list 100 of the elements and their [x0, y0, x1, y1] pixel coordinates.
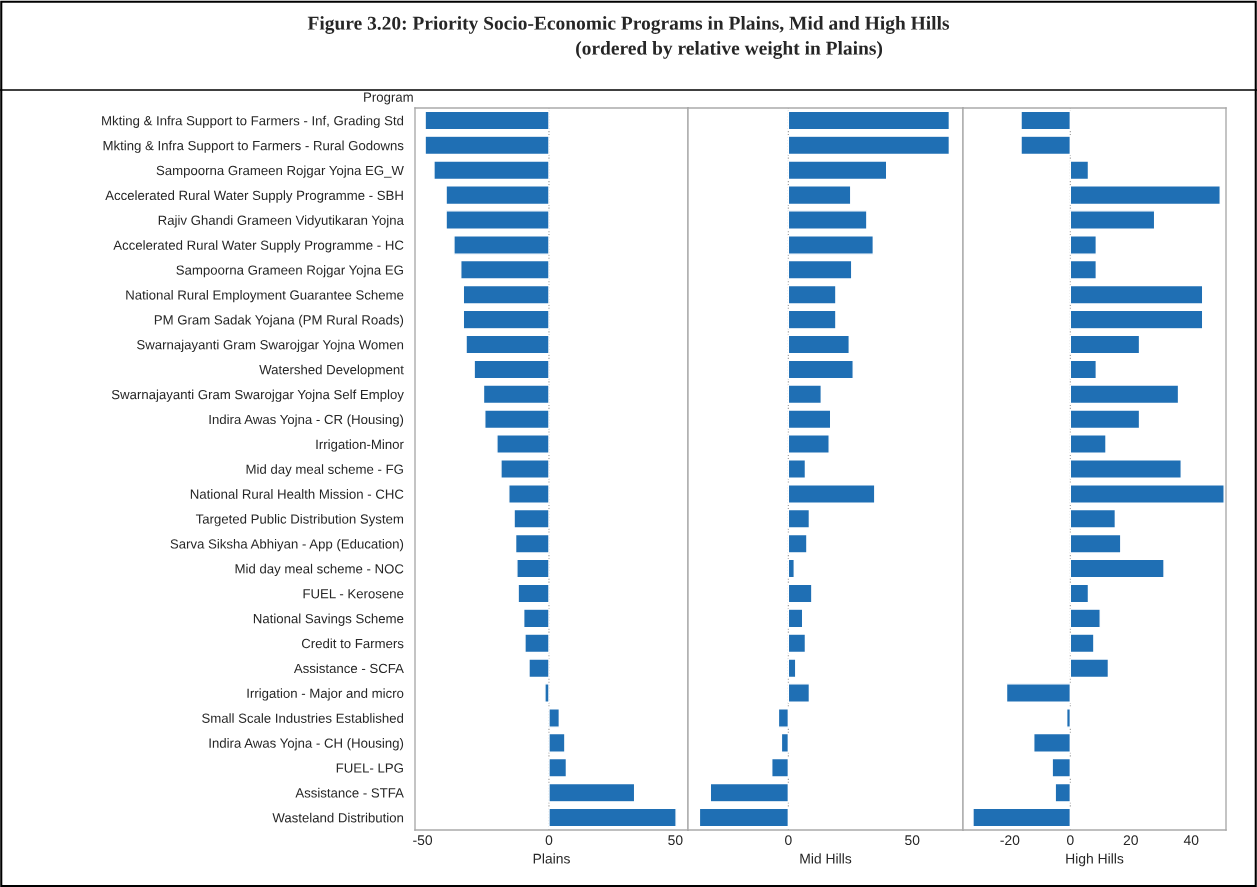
bar: [787, 459, 807, 479]
y-axis-title: Program: [364, 92, 413, 105]
y-tick-label: National Savings Scheme: [253, 613, 404, 626]
bar: [548, 757, 568, 778]
bar: [787, 309, 837, 330]
y-tick-label: Swarnajayanti Gram Swarojgar Yojna Women: [137, 339, 404, 353]
bar: [1051, 757, 1072, 778]
bar: [1069, 459, 1182, 479]
bar: [462, 309, 550, 330]
bar: [1069, 210, 1156, 230]
y-tick-label: Credit to Farmers: [301, 638, 404, 649]
bar: [777, 708, 790, 728]
y-tick-label: Indira Awas Yojna - CH (Housing): [209, 738, 404, 751]
x-axis-title: High Hills: [1066, 853, 1124, 867]
x-axis-title: Plains: [533, 853, 570, 864]
bar: [517, 583, 550, 604]
y-tick-label: National Rural Employment Guarantee Scheme: [126, 289, 404, 303]
y-tick-label: FUEL- LPG: [336, 763, 403, 773]
bar: [1069, 284, 1204, 305]
bar: [1069, 508, 1117, 529]
bar: [1005, 683, 1072, 703]
bar: [1069, 160, 1090, 181]
bar: [513, 508, 550, 529]
bar: [787, 284, 837, 305]
x-tick-label: 0: [545, 835, 553, 846]
bar: [445, 210, 550, 230]
bar: [787, 583, 813, 604]
bar: [1069, 533, 1122, 554]
x-tick-label: 20: [1123, 835, 1138, 846]
y-tick-label: Rajiv Ghandi Grameen Vidyutikaran Yojna: [158, 215, 404, 228]
x-tick-label: 0: [785, 835, 792, 846]
y-tick-label: Indira Awas Yojna - CR (Housing): [209, 414, 404, 427]
y-tick-label: Assistance - STFA: [295, 787, 404, 798]
bar: [787, 259, 853, 280]
y-tick-label: Accelerated Rural Water Supply Programme - HC: [113, 240, 404, 253]
bar: [522, 608, 550, 629]
bar: [787, 409, 832, 430]
bar: [1069, 359, 1098, 380]
y-tick-label: Mkting & Infra Support to Farmers - Inf, Grading Std: [102, 115, 404, 128]
bar: [1069, 434, 1107, 455]
bar: [424, 110, 550, 131]
bar: [548, 708, 561, 728]
bar: [1069, 583, 1090, 604]
bar: [465, 334, 550, 355]
y-tick-label: Mid day meal scheme - NOC: [235, 563, 404, 577]
text: (ordered by relative weight in Plains): [576, 41, 883, 59]
bar: [1069, 309, 1204, 330]
y-tick-label: FUEL - Kerosene: [303, 589, 404, 599]
x-tick-label: -50: [413, 835, 433, 846]
bar: [787, 608, 804, 629]
bar: [1069, 558, 1165, 579]
bar: [528, 658, 550, 679]
bar: [1033, 732, 1072, 753]
bar: [787, 235, 875, 255]
bar: [787, 533, 808, 554]
bar: [787, 210, 868, 230]
bar: [1069, 633, 1095, 654]
y-tick-label: Sampoorna Grameen Rojgar Yojna EG_W: [156, 165, 404, 178]
bar: [1069, 608, 1101, 629]
bar: [433, 160, 550, 181]
y-tick-label: Sarva Siksha Abhiyan - App (Education): [170, 538, 404, 552]
bar: [514, 533, 550, 554]
bar: [787, 683, 811, 703]
bar: [445, 185, 550, 206]
bar: [787, 359, 854, 380]
bar: [787, 185, 852, 206]
bar: [548, 807, 677, 828]
bar: [787, 434, 830, 455]
y-tick-label: Mid day meal scheme - FG: [246, 464, 403, 477]
x-tick-label: 50: [668, 835, 683, 846]
bar: [524, 633, 550, 654]
bar: [482, 384, 550, 405]
bar: [1065, 708, 1072, 728]
bar: [787, 334, 850, 355]
bar: [500, 459, 550, 479]
bar: [1069, 235, 1098, 255]
bar: [453, 235, 550, 255]
bar: [462, 284, 550, 305]
y-tick-label: Wasteland Distribution: [272, 812, 404, 823]
y-tick-label: Watershed Development: [259, 364, 404, 377]
bar: [787, 558, 795, 579]
y-tick-label: Accelerated Rural Water Supply Programme - SBH: [105, 190, 403, 203]
y-tick-label: Swarnajayanti Gram Swarojgar Yojna Self Employ: [111, 389, 404, 402]
y-tick-label: Mkting & Infra Support to Farmers - Rural Godowns: [103, 140, 404, 153]
y-tick-label: Assistance - SCFA: [293, 663, 404, 674]
bar: [484, 409, 550, 430]
bar: [548, 732, 566, 753]
y-tick-label: Sampoorna Grameen Rojgar Yojna EG: [176, 265, 403, 278]
bar: [548, 782, 636, 803]
bar: [1069, 259, 1098, 280]
bar: [780, 732, 790, 753]
bar: [787, 483, 876, 504]
y-tick-label: Targeted Public Distribution System: [195, 514, 404, 527]
bar: [1069, 409, 1141, 430]
bar: [516, 558, 550, 579]
bar: [460, 259, 550, 280]
bar: [544, 683, 550, 703]
x-tick-label: 0: [1067, 835, 1074, 846]
bar: [787, 508, 811, 529]
bar: [508, 483, 550, 504]
